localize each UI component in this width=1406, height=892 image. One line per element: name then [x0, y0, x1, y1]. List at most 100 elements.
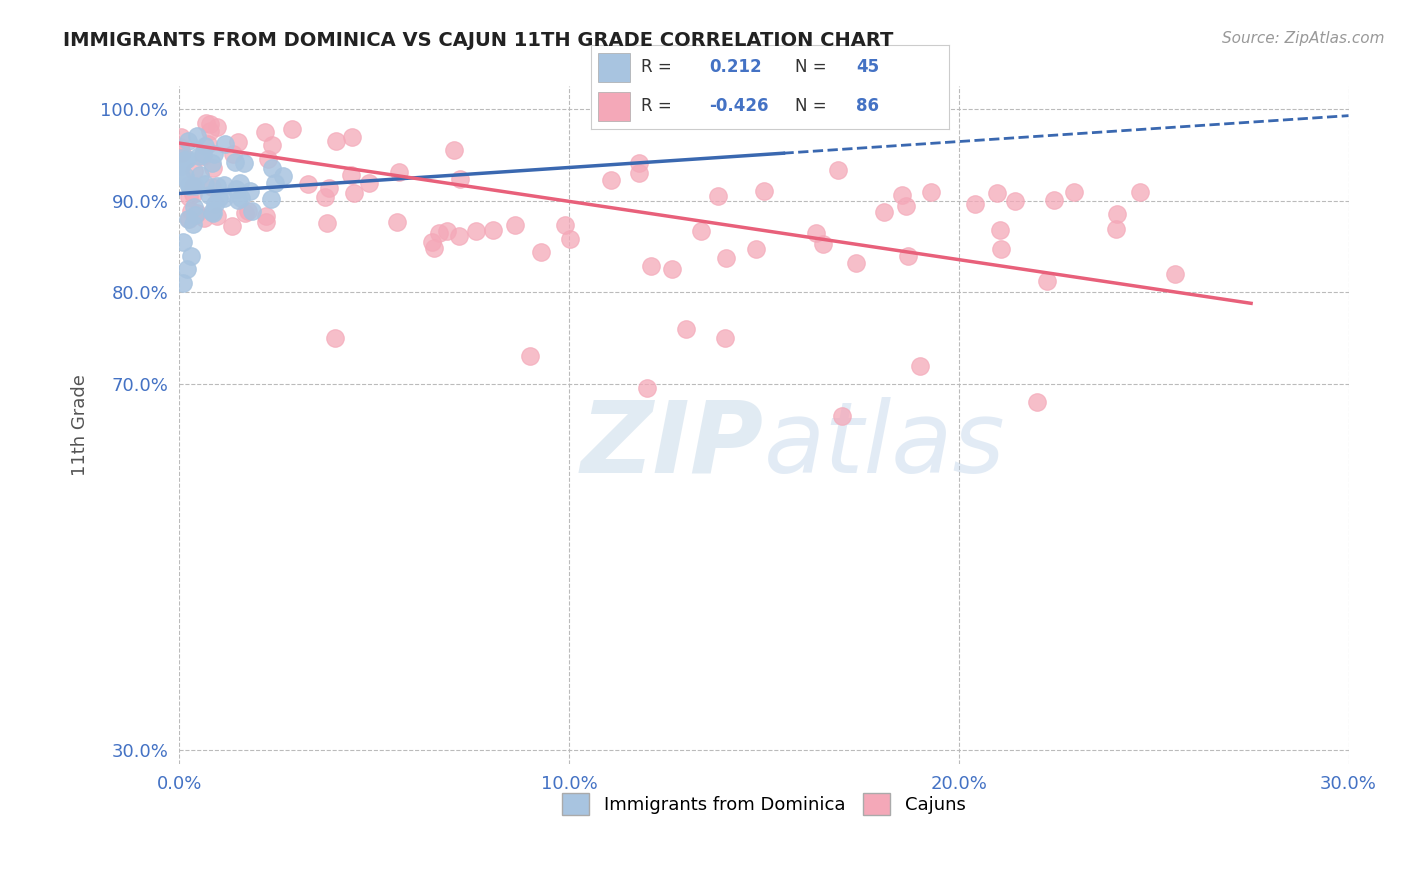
Point [193, 149, 215, 163]
Text: Source: ZipAtlas.com: Source: ZipAtlas.com [1222, 31, 1385, 46]
Point [1043, 193, 1066, 207]
Legend: Immigrants from Dominica, Cajuns: Immigrants from Dominica, Cajuns [555, 786, 973, 822]
Point [636, 382, 658, 396]
Point [176, 262, 198, 277]
Point [169, 140, 191, 154]
Point [873, 205, 896, 219]
Point [318, 180, 340, 194]
Point [986, 186, 1008, 201]
Point [325, 331, 347, 345]
Point [197, 136, 219, 151]
Point [183, 179, 205, 194]
Point [177, 211, 200, 226]
Point [1025, 395, 1047, 409]
Text: N =: N = [794, 59, 827, 77]
Point [184, 208, 207, 222]
Point [530, 245, 553, 260]
Point [183, 163, 205, 178]
Point [207, 209, 229, 223]
Point [254, 215, 277, 229]
Point [200, 180, 222, 194]
Point [226, 135, 249, 149]
Text: -0.426: -0.426 [709, 97, 768, 115]
Point [714, 331, 737, 345]
Point [1105, 222, 1128, 236]
Point [225, 182, 247, 196]
Point [172, 276, 194, 290]
Point [183, 200, 205, 214]
Point [260, 192, 283, 206]
Point [1129, 186, 1152, 200]
Point [179, 178, 201, 192]
Point [180, 249, 202, 263]
FancyBboxPatch shape [598, 92, 630, 120]
Point [519, 350, 541, 364]
Point [256, 152, 278, 166]
Point [628, 166, 651, 180]
Point [640, 259, 662, 273]
Point [187, 149, 209, 163]
Point [262, 138, 284, 153]
Point [174, 153, 197, 167]
Point [990, 242, 1012, 256]
Point [173, 154, 195, 169]
Point [181, 217, 204, 231]
Point [1035, 275, 1057, 289]
Text: R =: R = [641, 59, 672, 77]
Point [208, 191, 231, 205]
Point [240, 203, 263, 218]
Point [661, 262, 683, 277]
Point [427, 227, 450, 241]
Point [172, 235, 194, 249]
Point [170, 146, 193, 161]
Point [315, 216, 337, 230]
Point [205, 120, 228, 134]
Point [254, 210, 277, 224]
Point [745, 242, 768, 256]
Point [689, 224, 711, 238]
Point [260, 161, 283, 175]
Point [264, 177, 287, 191]
Point [465, 224, 488, 238]
Text: 45: 45 [856, 59, 879, 77]
Point [1164, 267, 1187, 281]
Point [988, 223, 1011, 237]
Point [186, 205, 208, 219]
Point [253, 125, 276, 139]
Point [229, 191, 252, 205]
Point [183, 178, 205, 193]
Point [387, 214, 409, 228]
Point [1105, 207, 1128, 221]
Point [558, 232, 581, 246]
Point [845, 256, 868, 270]
Point [201, 161, 224, 175]
Point [221, 219, 243, 233]
Point [188, 168, 211, 182]
Point [179, 178, 201, 192]
Text: 0.212: 0.212 [709, 59, 762, 77]
Point [194, 116, 217, 130]
Point [482, 223, 505, 237]
Point [343, 186, 366, 200]
Point [897, 249, 920, 263]
Point [179, 178, 201, 193]
Point [202, 206, 225, 220]
Point [1063, 185, 1085, 199]
Point [214, 191, 236, 205]
Point [890, 187, 912, 202]
Point [176, 152, 198, 166]
FancyBboxPatch shape [598, 54, 630, 82]
Point [205, 178, 228, 193]
Point [204, 197, 226, 211]
Point [212, 178, 235, 192]
Y-axis label: 11th Grade: 11th Grade [72, 374, 89, 476]
Point [239, 185, 262, 199]
Point [198, 124, 221, 138]
Point [505, 218, 527, 232]
Point [894, 199, 917, 213]
Text: IMMIGRANTS FROM DOMINICA VS CAJUN 11TH GRADE CORRELATION CHART: IMMIGRANTS FROM DOMINICA VS CAJUN 11TH G… [63, 31, 894, 50]
Point [233, 156, 256, 170]
Point [340, 169, 363, 183]
Point [314, 190, 336, 204]
Point [170, 169, 193, 183]
